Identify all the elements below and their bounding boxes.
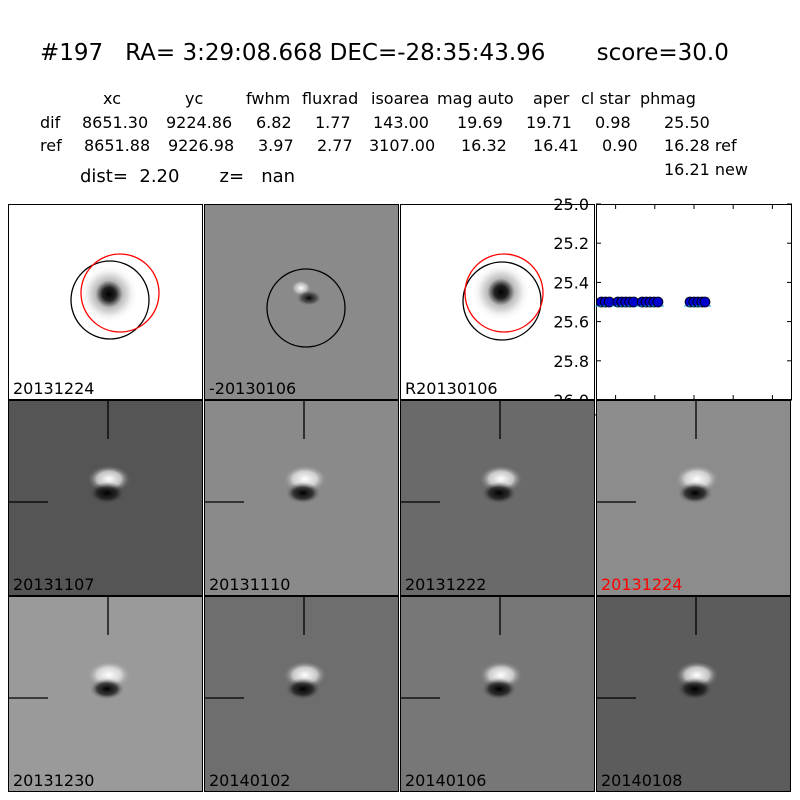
ref-isoarea: 3107.00 <box>369 136 436 155</box>
stamp-label: R20130106 <box>405 379 498 398</box>
y-tick-label: 25.8 <box>553 352 589 371</box>
y-tick-label: 25.4 <box>553 273 589 292</box>
stamp-label: 20131110 <box>209 575 291 594</box>
reference-circle <box>464 253 544 333</box>
col-header-cl-star: cl star <box>581 89 631 108</box>
diff-negative-lobe <box>481 482 517 504</box>
stamp-graphic <box>9 597 131 700</box>
col-header-aper: aper <box>533 89 570 108</box>
data-point <box>699 296 711 308</box>
new-phmag: 16.21 new <box>664 160 748 179</box>
stamp-graphic <box>205 401 327 504</box>
row-label-ref: ref <box>40 136 62 155</box>
stamp-graphic <box>597 597 719 700</box>
dif-aper: 19.71 <box>526 113 572 132</box>
stamp-label: 20140108 <box>601 771 683 790</box>
dif-xc: 8651.30 <box>82 113 149 132</box>
stamp-image: 20131224 <box>8 204 203 400</box>
col-header-fluxrad: fluxrad <box>302 89 359 108</box>
diff-negative-lobe <box>677 678 713 700</box>
diff-negative-lobe <box>481 678 517 700</box>
data-point <box>652 296 664 308</box>
stamp-label: 20131230 <box>13 771 95 790</box>
dif-isoarea: 143.00 <box>373 113 429 132</box>
cutout-stamp: 20131230 <box>8 596 203 792</box>
aperture-circle <box>462 261 542 341</box>
cutout-stamp: 20140102 <box>204 596 399 792</box>
col-header-phmag: phmag <box>640 89 696 108</box>
dif-fwhm: 6.82 <box>256 113 292 132</box>
dif-fluxrad: 1.77 <box>315 113 351 132</box>
stamp-graphic <box>462 253 544 341</box>
diff-negative-lobe <box>285 678 321 700</box>
stamp-label: 20131224 <box>13 379 95 398</box>
col-header-isoarea: isoarea <box>371 89 430 108</box>
cutout-stamp: 20140106 <box>400 596 595 792</box>
dif-yc: 9224.86 <box>166 113 233 132</box>
ref-fluxrad: 2.77 <box>317 136 353 155</box>
cutout-stamp: 20131224 <box>596 400 791 596</box>
stamp-label: 20131224 <box>601 575 683 594</box>
dist-readout: dist= 2.20 z= nan <box>80 166 296 187</box>
diff-negative-lobe <box>89 678 125 700</box>
stamp-label: 20131107 <box>13 575 95 594</box>
lightcurve-svg: 25.025.225.425.625.826.0−100−50050100 <box>553 195 792 424</box>
stamp-graphic <box>597 401 719 504</box>
stamp-label: -20130106 <box>209 379 297 398</box>
page-title: #197 RA= 3:29:08.668 DEC=-28:35:43.96 sc… <box>40 40 729 66</box>
cutout-stamp: 20140108 <box>596 596 791 792</box>
col-header-fwhm: fwhm <box>246 89 291 108</box>
stamp-image: R20130106 <box>400 204 595 400</box>
cutout-stamp: 20131107 <box>8 400 203 596</box>
stamp-graphic <box>266 268 346 348</box>
col-header-mag-auto: mag auto <box>437 89 514 108</box>
aperture-circle <box>70 260 150 340</box>
y-tick-label: 25.0 <box>553 195 589 214</box>
ref-aper: 16.41 <box>533 136 579 155</box>
stamp-graphic <box>401 597 523 700</box>
stamp-graphic <box>70 253 160 340</box>
y-tick-label: 25.6 <box>553 313 589 332</box>
diff-negative-lobe <box>296 290 322 306</box>
col-header-xc: xc <box>103 89 121 108</box>
ref-cl-star: 0.90 <box>602 136 638 155</box>
ref-yc: 9226.98 <box>168 136 235 155</box>
stamp-graphic <box>401 401 523 504</box>
stamp-image: -20130106 <box>204 204 399 400</box>
ref-fwhm: 3.97 <box>258 136 294 155</box>
dif-phmag: 25.50 <box>664 113 710 132</box>
stamp-label: 20140102 <box>209 771 291 790</box>
ref-mag-auto: 16.32 <box>461 136 507 155</box>
diff-negative-lobe <box>285 482 321 504</box>
diff-negative-lobe <box>89 482 125 504</box>
stamp-label: 20131222 <box>405 575 487 594</box>
diff-negative-lobe <box>677 482 713 504</box>
source-blob <box>471 262 531 322</box>
stamp-graphic <box>205 597 327 700</box>
dif-cl-star: 0.98 <box>595 113 631 132</box>
cutout-stamp: 20131222 <box>400 400 595 596</box>
ref-xc: 8651.88 <box>84 136 151 155</box>
col-header-yc: yc <box>185 89 204 108</box>
source-blob <box>79 264 139 324</box>
aperture-circle <box>266 268 346 348</box>
stamp-label: 20140106 <box>405 771 487 790</box>
lightcurve-chart: 25.025.225.425.625.826.0−100−50050100 <box>553 195 792 424</box>
stamp-graphic <box>9 401 131 504</box>
cutout-stamp: 20131110 <box>204 400 399 596</box>
dif-mag-auto: 19.69 <box>457 113 503 132</box>
ref-phmag: 16.28 ref <box>664 136 737 155</box>
row-label-dif: dif <box>40 113 61 132</box>
reference-circle <box>80 253 160 333</box>
y-tick-label: 25.2 <box>553 234 589 253</box>
